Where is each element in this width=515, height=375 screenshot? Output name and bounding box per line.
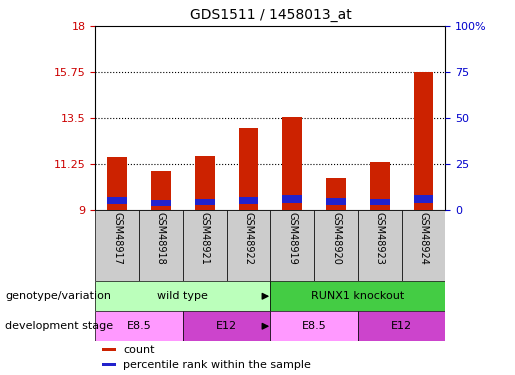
- Bar: [326, 198, 346, 205]
- Bar: [270, 311, 358, 341]
- Text: genotype/variation: genotype/variation: [5, 291, 111, 301]
- Bar: [358, 311, 445, 341]
- Bar: [95, 311, 183, 341]
- Text: GSM48917: GSM48917: [112, 212, 122, 265]
- Bar: [107, 197, 127, 204]
- Text: count: count: [123, 345, 155, 355]
- Bar: [270, 210, 314, 281]
- Bar: [183, 311, 270, 341]
- Bar: [326, 178, 346, 210]
- Bar: [282, 195, 302, 203]
- Text: GSM48922: GSM48922: [244, 212, 253, 265]
- Bar: [95, 281, 270, 311]
- Bar: [227, 210, 270, 281]
- Text: GSM48924: GSM48924: [419, 212, 428, 265]
- Bar: [238, 197, 259, 204]
- Bar: [151, 171, 171, 210]
- Text: E12: E12: [216, 321, 237, 331]
- Text: E8.5: E8.5: [302, 321, 327, 331]
- Text: GSM48923: GSM48923: [375, 212, 385, 265]
- Text: E12: E12: [391, 321, 413, 331]
- Bar: [314, 210, 358, 281]
- Bar: [102, 363, 116, 366]
- Bar: [102, 348, 116, 351]
- Text: E8.5: E8.5: [127, 321, 151, 331]
- Bar: [95, 210, 139, 281]
- Bar: [370, 199, 390, 205]
- Bar: [107, 157, 127, 210]
- Text: development stage: development stage: [5, 321, 113, 331]
- Bar: [358, 210, 402, 281]
- Text: GSM48920: GSM48920: [331, 212, 341, 265]
- Bar: [195, 199, 215, 205]
- Bar: [238, 128, 259, 210]
- Text: wild type: wild type: [158, 291, 208, 301]
- Bar: [370, 162, 390, 210]
- Bar: [414, 195, 434, 203]
- Text: GSM48921: GSM48921: [200, 212, 210, 265]
- Bar: [282, 117, 302, 210]
- Title: GDS1511 / 1458013_at: GDS1511 / 1458013_at: [190, 9, 351, 22]
- Bar: [139, 210, 183, 281]
- Bar: [195, 156, 215, 210]
- Bar: [151, 200, 171, 206]
- Text: GSM48919: GSM48919: [287, 212, 297, 265]
- Bar: [270, 281, 445, 311]
- Bar: [402, 210, 445, 281]
- Text: percentile rank within the sample: percentile rank within the sample: [123, 360, 311, 370]
- Text: RUNX1 knockout: RUNX1 knockout: [311, 291, 405, 301]
- Bar: [414, 72, 434, 210]
- Bar: [183, 210, 227, 281]
- Text: GSM48918: GSM48918: [156, 212, 166, 265]
